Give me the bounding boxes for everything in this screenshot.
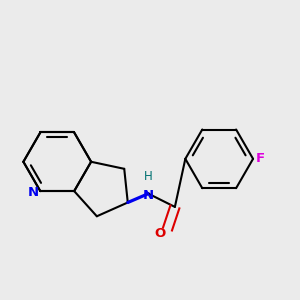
Text: F: F [256, 152, 265, 165]
Text: N: N [27, 186, 38, 199]
Text: N: N [143, 189, 154, 202]
Text: O: O [154, 227, 166, 240]
Text: H: H [144, 170, 153, 183]
